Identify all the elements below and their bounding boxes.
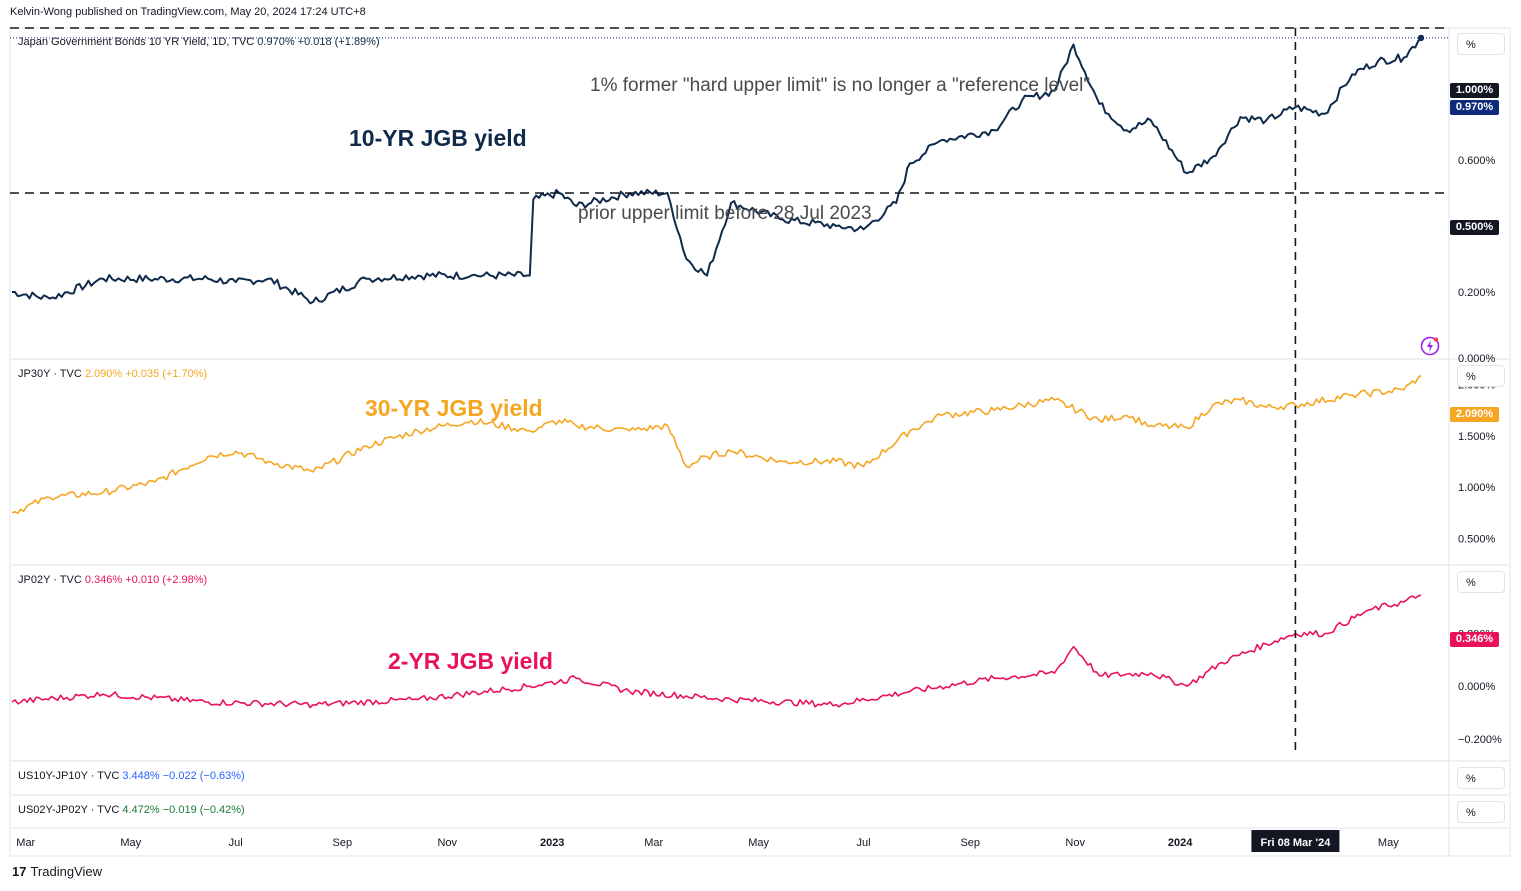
y-axis-tick: −0.200%: [1458, 734, 1502, 746]
legend-us10jp10-value: 3.448%: [122, 770, 160, 782]
legend-jp30-change: +0.035 (+1.70%): [125, 368, 208, 380]
percent-scale-button-jp30[interactable]: %: [1457, 365, 1505, 387]
legend-us10jp10-name: US10Y-JP10Y · TVC: [18, 770, 120, 782]
legend-us10jp10-change: −0.022 (−0.63%): [162, 770, 245, 782]
percent-scale-button-us02jp02[interactable]: %: [1457, 801, 1505, 823]
x-axis-label: Nov: [1065, 837, 1085, 849]
series-line-jp10: [12, 37, 1422, 305]
legend-us02jp02: US02Y-JP02Y · TVC 4.472% −0.019 (−0.42%): [18, 804, 245, 816]
badge-jp30-current: 2.090%: [1450, 407, 1499, 422]
crosshair-date-badge: [1251, 830, 1340, 852]
legend-jp10-name: Japan Government Bonds 10 YR Yield, 1D, …: [18, 36, 255, 48]
tradingview-brand[interactable]: 17 TradingView: [12, 864, 102, 879]
lightning-icon[interactable]: [1420, 336, 1440, 356]
legend-jp10-value: 0.970%: [257, 36, 295, 48]
legend-jp02-name: JP02Y · TVC: [18, 574, 82, 586]
legend-jp02-value: 0.346%: [84, 574, 123, 586]
annotation-prior-limit: prior upper limit before 28 Jul 2023: [578, 203, 872, 224]
label-2yr-jgb-yield: 2-YR JGB yield: [388, 648, 553, 674]
legend-jp30: JP30Y · TVC 2.090% +0.035 (+1.70%): [18, 368, 207, 380]
tradingview-logo-icon: 17: [12, 864, 27, 879]
x-axis-label: Jul: [229, 837, 243, 849]
x-axis-label: Mar: [644, 837, 663, 849]
x-axis-label: Mar: [16, 837, 35, 849]
legend-jp10-change: +0.018 (+1.89%): [297, 36, 380, 48]
legend-jp30-name: JP30Y · TVC: [18, 368, 82, 380]
badge-jp10-current: 0.970%: [1450, 100, 1499, 115]
x-axis-label: 2024: [1168, 837, 1193, 849]
percent-scale-button-jp02[interactable]: %: [1457, 571, 1505, 593]
series-line-jp30: [11, 374, 1422, 515]
legend-jp02: JP02Y · TVC 0.346% +0.010 (+2.98%): [18, 574, 207, 586]
legend-us02jp02-name: US02Y-JP02Y · TVC: [18, 804, 120, 816]
label-10yr-jgb-yield: 10-YR JGB yield: [349, 125, 527, 151]
y-axis-tick: 0.000%: [1458, 681, 1496, 693]
x-axis-label: Sep: [333, 837, 353, 849]
percent-scale-button-us10jp10[interactable]: %: [1457, 767, 1505, 789]
x-axis-label: 2023: [540, 837, 564, 849]
x-axis-label: May: [1378, 837, 1399, 849]
x-axis-label: May: [120, 837, 141, 849]
y-axis-tick: 0.600%: [1458, 155, 1496, 167]
badge-jp02-current: 0.346%: [1450, 632, 1499, 647]
legend-jp10: Japan Government Bonds 10 YR Yield, 1D, …: [18, 36, 380, 48]
legend-jp02-change: +0.010 (+2.98%): [125, 574, 208, 586]
y-axis-tick: 1.500%: [1458, 431, 1496, 443]
label-30yr-jgb-yield: 30-YR JGB yield: [365, 395, 543, 421]
annotation-upper-limit: 1% former "hard upper limit" is no longe…: [590, 75, 1091, 96]
percent-scale-button-jp10[interactable]: %: [1457, 33, 1505, 55]
y-axis-tick: 0.200%: [1458, 287, 1496, 299]
chart-border: [9, 27, 1511, 857]
x-axis-label: May: [748, 837, 769, 849]
x-axis-label: Sep: [960, 837, 980, 849]
y-axis-tick: 0.500%: [1458, 533, 1496, 545]
crosshair-date-label: Fri 08 Mar '24: [1260, 837, 1331, 849]
badge-0500: 0.500%: [1450, 220, 1499, 235]
series-line-jp02: [11, 594, 1422, 709]
tradingview-brand-text: TradingView: [30, 864, 103, 879]
badge-1000: 1.000%: [1450, 83, 1499, 98]
legend-us10jp10: US10Y-JP10Y · TVC 3.448% −0.022 (−0.63%): [18, 770, 245, 782]
y-axis-tick: 0.000%: [1458, 353, 1496, 365]
x-axis-label: Nov: [437, 837, 457, 849]
published-by-header: Kelvin-Wong published on TradingView.com…: [10, 6, 366, 18]
x-axis-label: Jul: [857, 837, 871, 849]
legend-jp30-value: 2.090%: [84, 368, 123, 380]
legend-us02jp02-value: 4.472%: [122, 804, 160, 816]
legend-us02jp02-change: −0.019 (−0.42%): [162, 804, 245, 816]
y-axis-tick: 1.000%: [1458, 482, 1496, 494]
